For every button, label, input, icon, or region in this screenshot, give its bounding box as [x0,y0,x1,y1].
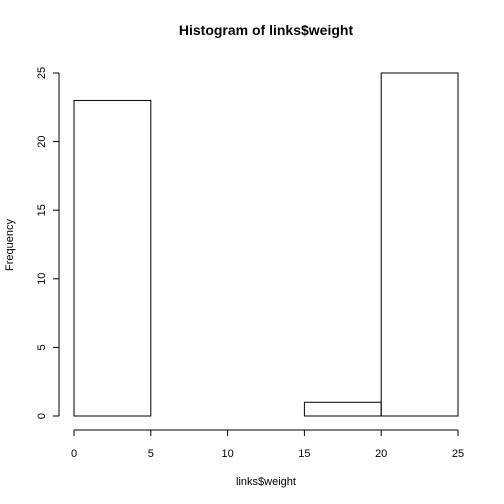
histogram-bar-0 [73,99,152,417]
y-tick-label-1: 5 [36,344,48,350]
y-tick-label-2: 10 [36,273,48,285]
y-axis: 0 5 10 15 20 25 [36,67,60,419]
histogram-bar-4 [380,72,459,417]
x-tick-label-5: 25 [452,448,464,460]
y-tick-label-3: 15 [36,204,48,216]
histogram-bar-3 [303,401,382,417]
x-tick-label-4: 20 [375,448,387,460]
chart-title: Histogram of links$weight [179,22,354,38]
y-axis-label: Frequency [4,219,16,271]
y-tick-label-4: 20 [36,135,48,147]
x-tick-label-2: 10 [221,448,233,460]
x-axis: 0 5 10 15 20 25 [71,429,464,460]
x-tick-label-1: 5 [148,448,154,460]
histogram-bars [73,72,459,417]
y-tick-label-5: 25 [36,67,48,79]
y-tick-label-0: 0 [36,413,48,419]
x-axis-label: links$weight [236,476,296,488]
x-tick-label-0: 0 [71,448,77,460]
x-tick-label-3: 15 [298,448,310,460]
